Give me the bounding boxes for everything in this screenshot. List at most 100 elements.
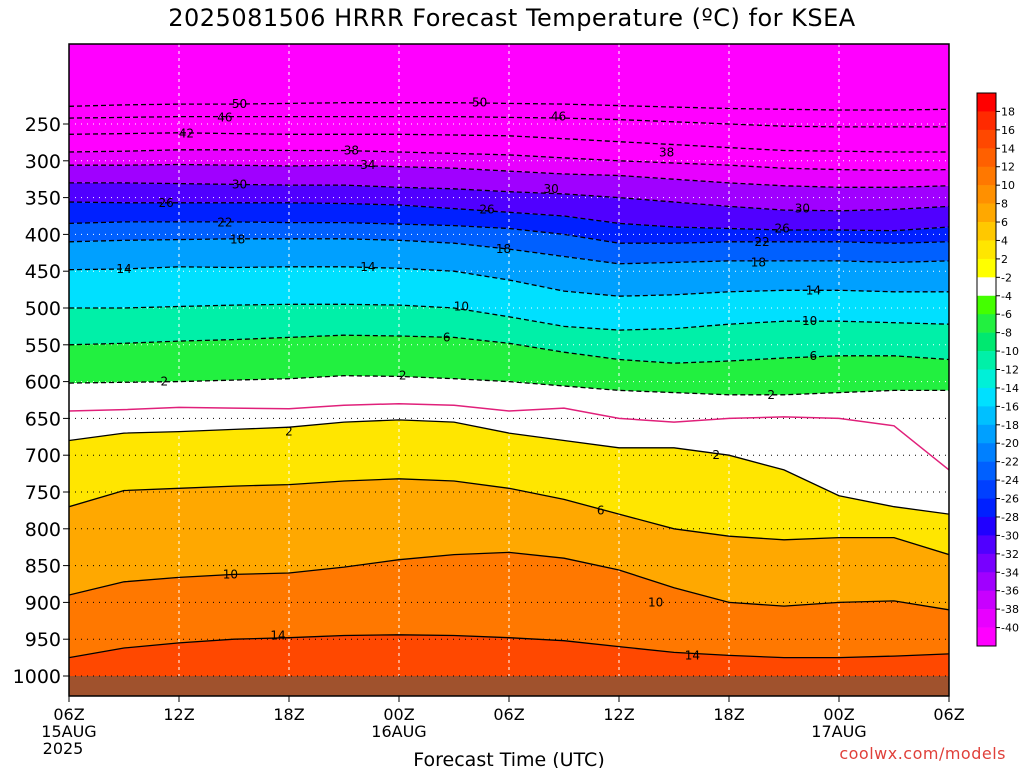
- colorbar-label: 12: [1001, 161, 1015, 174]
- x-tick-sublabel: 2025: [43, 739, 84, 758]
- colorbar-label: -4: [1001, 290, 1012, 303]
- y-tick-label: 500: [25, 298, 61, 320]
- y-tick-label: 850: [25, 556, 61, 578]
- ground-layer: [69, 676, 949, 696]
- colorbar-label: -26: [1001, 493, 1019, 506]
- contour-label: 2: [712, 448, 720, 462]
- contour-label: 26: [479, 202, 494, 216]
- colorbar-swatch: [977, 222, 996, 241]
- colorbar-swatch: [977, 185, 996, 204]
- y-tick-label: 700: [25, 445, 61, 467]
- y-tick-label: 300: [25, 151, 61, 173]
- y-tick-label: 1000: [13, 666, 61, 688]
- colorbar-label: -38: [1001, 603, 1019, 616]
- band--16: [69, 238, 949, 297]
- colorbar-swatch: [977, 535, 996, 555]
- contour-label: 22: [217, 216, 232, 230]
- colorbar-label: -28: [1001, 511, 1019, 524]
- isotherm--14: [69, 266, 949, 297]
- contour-label: 26: [775, 222, 790, 236]
- y-tick-label: 400: [25, 224, 61, 246]
- ground-fill: [69, 676, 949, 696]
- colorbar-swatch: [977, 590, 996, 610]
- colorbar-label: -16: [1001, 400, 1019, 413]
- colorbar-swatch: [977, 351, 996, 370]
- contour-label: 38: [344, 143, 359, 157]
- x-tick-label: 00Z: [383, 705, 414, 724]
- contour-label: 14: [270, 629, 285, 643]
- colorbar-swatch: [977, 332, 996, 352]
- isotherm-2: [69, 419, 949, 515]
- colorbar: 18 16 14 12 10 8 6 4 2 -2 -4 -6 -8 -10 -12 -14 -16 -18 -20…: [976, 92, 1019, 647]
- contour-label: 2: [399, 369, 407, 383]
- contour-label: 46: [217, 110, 232, 124]
- colorbar-label: -24: [1001, 474, 1019, 487]
- contour-label: 50: [232, 97, 247, 111]
- colorbar-label: -20: [1001, 437, 1019, 450]
- x-tick-label: 00Z: [823, 705, 854, 724]
- colorbar-swatch: [977, 553, 996, 573]
- x-tick-sublabel: 15AUG: [41, 722, 96, 741]
- colorbar-label: 18: [1001, 105, 1015, 118]
- y-tick-label: 800: [25, 519, 61, 541]
- isotherm--30: [69, 182, 949, 212]
- x-tick-sublabel: 16AUG: [371, 722, 426, 741]
- x-tick-label: 06Z: [933, 705, 964, 724]
- contour-label: 38: [659, 146, 674, 160]
- isotherm-6: [69, 478, 949, 556]
- y-tick-label: 450: [25, 261, 61, 283]
- colorbar-swatch: [977, 424, 996, 444]
- contour-label: 2: [161, 375, 169, 389]
- contour-label: 42: [179, 127, 194, 141]
- contour-label: 18: [496, 242, 511, 256]
- colorbar-label: 4: [1001, 234, 1008, 247]
- contour-label: 10: [648, 595, 663, 609]
- isotherm--10: [69, 303, 949, 331]
- y-tick-label: 350: [25, 188, 61, 210]
- colorbar-swatch: [977, 443, 996, 462]
- isotherm--22: [69, 221, 949, 244]
- colorbar-swatch: [977, 369, 996, 389]
- colorbar-swatch: [977, 627, 996, 647]
- contour-label: 18: [230, 233, 245, 247]
- contour-label: 2: [767, 388, 775, 402]
- source-credit: coolwx.com/models: [839, 744, 1006, 763]
- isotherm--26: [69, 201, 949, 232]
- y-axis: 250 300 350 400 450 500 550 600 650 700 750 800 850 9…: [13, 114, 69, 688]
- colorbar-label: -32: [1001, 548, 1019, 561]
- colorbar-swatch: [977, 277, 996, 297]
- y-tick-label: 750: [25, 482, 61, 504]
- contour-label: 14: [360, 260, 375, 274]
- contour-label: 50: [472, 96, 487, 110]
- y-tick-label: 900: [25, 592, 61, 614]
- x-tick-sublabel: 17AUG: [811, 722, 866, 741]
- y-tick-label: 650: [25, 408, 61, 430]
- colorbar-label: -2: [1001, 271, 1012, 284]
- contour-label: 2: [285, 425, 293, 439]
- x-tick-label: 06Z: [493, 705, 524, 724]
- isotherm-contours: [69, 102, 949, 659]
- colorbar-label: -40: [1001, 622, 1019, 635]
- y-tick-label: 550: [25, 335, 61, 357]
- colorbar-label: -12: [1001, 364, 1019, 377]
- isotherm--6: [69, 334, 949, 364]
- colorbar-swatch: [977, 111, 996, 131]
- contour-label: 14: [685, 648, 700, 662]
- colorbar-swatch: [977, 480, 996, 499]
- x-axis-label: Forecast Time (UTC): [413, 749, 604, 768]
- contour-label: 10: [223, 567, 238, 581]
- contour-label: 30: [232, 177, 247, 191]
- x-tick-label: 06Z: [53, 705, 84, 724]
- colorbar-swatch: [977, 166, 996, 186]
- contour-label: 26: [159, 196, 174, 210]
- colorbar-label: 14: [1001, 142, 1015, 155]
- x-tick-label: 12Z: [603, 705, 634, 724]
- colorbar-label: 8: [1001, 198, 1008, 211]
- colorbar-swatch: [977, 461, 996, 481]
- contour-label: 34: [360, 158, 375, 172]
- contour-label: 30: [795, 202, 810, 216]
- colorbar-swatch: [977, 387, 996, 407]
- colorbar-swatch: [977, 498, 996, 518]
- x-tick-label: 18Z: [273, 705, 304, 724]
